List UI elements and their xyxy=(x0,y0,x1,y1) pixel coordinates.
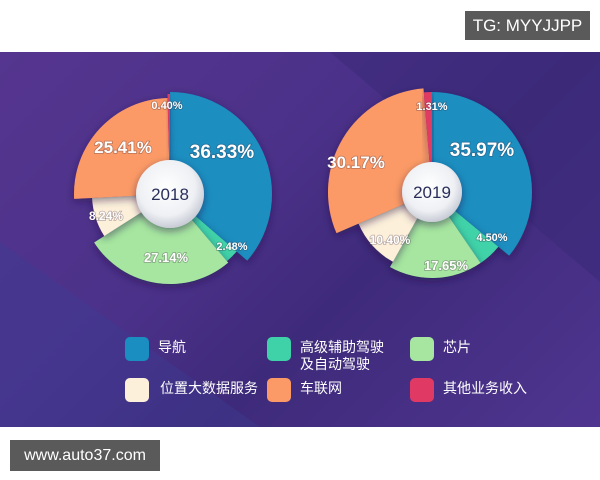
slice-chips xyxy=(94,194,229,285)
legend-label: 芯片 xyxy=(443,340,471,356)
legend-item-location-big-data: 位置大数据服务 xyxy=(125,378,258,402)
pct-label-chips: 17.65% xyxy=(424,258,469,273)
pct-label-other-income: 0.40% xyxy=(151,100,182,112)
slice-chips xyxy=(390,192,481,279)
legend-swatch-telematics xyxy=(267,378,291,402)
legend-label: 高级辅助驾驶 及自动驾驶 xyxy=(300,340,384,374)
pie-charts: 2018 36.33% 2.48% 27.14% 8.24% 25.41% 0.40% 20… xyxy=(0,52,600,427)
pct-label-location-big-data: 10.40% xyxy=(370,233,411,247)
legend-swatch-adas xyxy=(267,337,291,361)
legend-swatch-navigation xyxy=(125,337,149,361)
legend-item-navigation: 导航 xyxy=(125,337,186,361)
legend-item-other-income: 其他业务收入 xyxy=(410,378,527,402)
year-label: 2018 xyxy=(151,185,189,204)
legend-label-line2: 及自动驾驶 xyxy=(300,357,370,373)
legend-swatch-chips xyxy=(410,337,434,361)
pie-2018: 2018 36.33% 2.48% 27.14% 8.24% 25.41% 0.40% xyxy=(73,92,273,285)
pct-label-adas: 4.50% xyxy=(476,232,507,244)
legend-item-chips: 芯片 xyxy=(410,337,471,361)
legend-swatch-other-income xyxy=(410,378,434,402)
slice-navigation xyxy=(170,92,273,261)
watermark-bottom: www.auto37.com xyxy=(10,440,160,471)
pct-label-location-big-data: 8.24% xyxy=(89,209,123,223)
legend-label-line1: 高级辅助驾驶 xyxy=(300,340,384,356)
chart-panel: 2018 36.33% 2.48% 27.14% 8.24% 25.41% 0.40% 20… xyxy=(0,52,600,427)
watermark-top: TG: MYYJJPP xyxy=(465,11,590,40)
legend-label: 位置大数据服务 xyxy=(160,381,258,397)
pie-2019: 2019 35.97% 4.50% 17.65% 10.40% 30.17% 1.31% xyxy=(326,88,533,279)
pct-label-telematics: 25.41% xyxy=(94,138,152,157)
center-disc xyxy=(402,162,462,222)
pct-label-adas: 2.48% xyxy=(216,241,247,253)
legend: 导航 高级辅助驾驶 及自动驾驶 芯片 位置大数据服务 车联网 其他业务收入 xyxy=(0,52,600,427)
pct-label-navigation: 35.97% xyxy=(450,140,515,161)
legend-swatch-location-big-data xyxy=(125,378,149,402)
center-disc xyxy=(136,160,204,228)
legend-label: 导航 xyxy=(158,340,186,356)
pct-label-other-income: 1.31% xyxy=(416,101,447,113)
year-label: 2019 xyxy=(413,183,451,202)
slice-navigation xyxy=(432,92,533,256)
legend-label: 车联网 xyxy=(300,381,342,397)
pct-label-telematics: 30.17% xyxy=(327,153,385,172)
legend-item-adas: 高级辅助驾驶 及自动驾驶 xyxy=(267,337,384,374)
pct-label-chips: 27.14% xyxy=(144,250,189,265)
legend-label: 其他业务收入 xyxy=(443,381,527,397)
pct-label-navigation: 36.33% xyxy=(190,142,255,163)
legend-item-telematics: 车联网 xyxy=(267,378,342,402)
